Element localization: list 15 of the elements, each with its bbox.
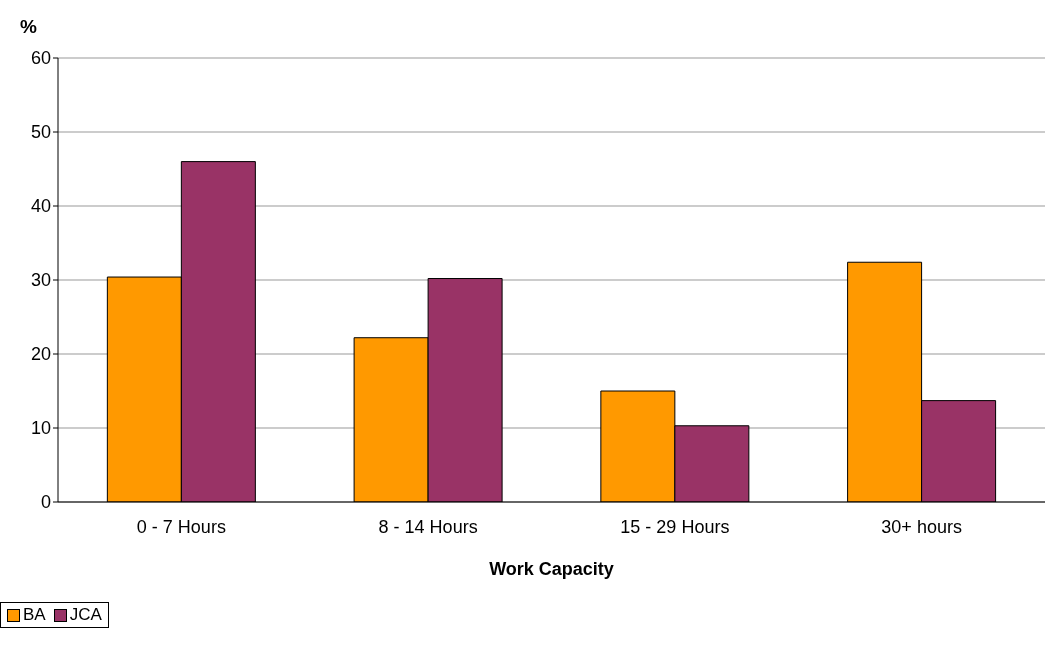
legend-label: JCA (68, 605, 102, 625)
x-tick-label: 30+ hours (881, 516, 962, 537)
y-axis-title: % (20, 16, 37, 38)
y-tick-label: 0 (40, 492, 51, 513)
y-tick-label: 20 (30, 344, 51, 365)
y-tick-label: 10 (30, 418, 51, 439)
y-tick-label: 50 (30, 122, 51, 143)
x-tick-label: 8 - 14 Hours (378, 516, 478, 537)
legend-label: BA (22, 605, 46, 625)
y-tick-label: 30 (30, 270, 51, 291)
x-axis-title: Work Capacity (489, 558, 614, 579)
x-tick-label: 0 - 7 Hours (136, 516, 226, 537)
x-tick-label: 15 - 29 Hours (620, 516, 730, 537)
y-tick-label: 40 (30, 196, 51, 217)
y-tick-label: 60 (30, 48, 51, 69)
